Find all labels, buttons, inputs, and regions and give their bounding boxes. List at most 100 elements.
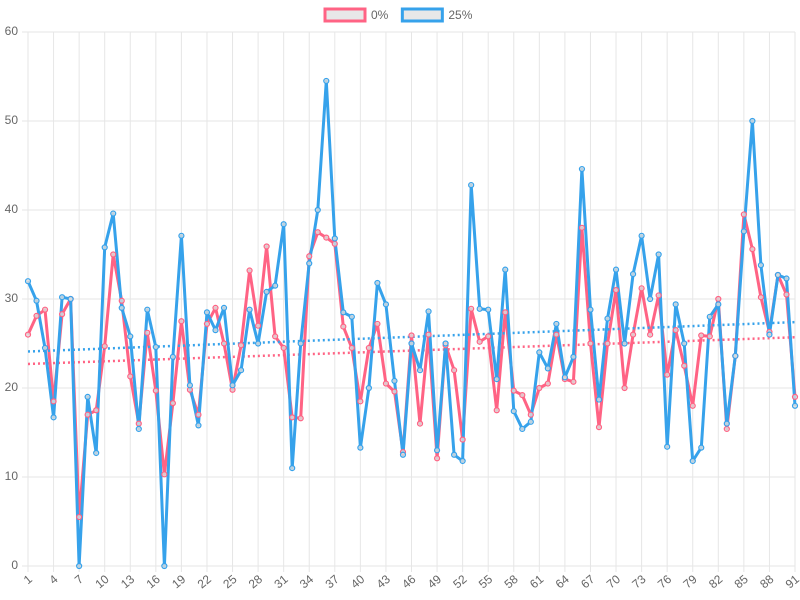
point [110,251,117,258]
point [289,414,296,421]
point [783,275,790,282]
point [689,457,696,465]
point [272,333,279,340]
point [493,407,500,414]
point [289,465,296,472]
point [67,295,74,303]
point [570,378,577,385]
x-tick-label: 88 [757,572,776,592]
point [127,333,134,340]
point [587,340,594,347]
x-tick-label: 70 [604,572,623,592]
point [451,451,458,458]
point [382,301,390,308]
x-tick-label: 19 [169,572,188,592]
point [246,306,253,313]
point [178,232,185,239]
point [578,224,586,231]
point [255,340,262,347]
point [723,425,730,433]
point [485,333,492,340]
y-tick-label: 60 [5,24,19,38]
point [783,291,790,298]
x-tick-label: 7 [72,572,86,587]
point [357,444,364,451]
point [476,305,483,312]
x-tick-label: 79 [680,572,699,592]
point [152,387,159,394]
x-tick-label: 28 [246,572,265,592]
y-tick-label: 50 [5,113,19,127]
x-tick-label: 31 [271,572,290,592]
x-tick-label: 76 [655,572,674,592]
point [672,327,679,334]
point [502,266,509,273]
point [280,344,287,352]
point [24,278,32,285]
x-tick-label: 52 [450,572,469,592]
point [178,318,185,325]
point [629,270,637,278]
x-tick-label: 58 [502,572,521,592]
point [433,447,441,454]
point [468,305,475,312]
point [416,420,424,427]
point [58,294,66,301]
point [715,301,722,308]
x-tick-label: 4 [46,572,60,587]
y-tick-label: 10 [5,469,19,483]
point [698,444,705,451]
point [638,285,645,292]
point [365,344,372,352]
point [237,367,245,374]
point [306,253,313,260]
point [604,340,611,347]
point [144,329,151,336]
point [672,301,679,308]
point [706,313,713,320]
point [749,117,756,125]
point [110,210,117,217]
point [50,398,57,405]
point [638,232,645,239]
point [715,295,722,303]
point [698,332,705,339]
point [58,311,66,318]
point [570,353,577,360]
point [101,244,108,251]
point [561,374,569,381]
point [689,402,696,409]
point [519,425,526,433]
point [774,271,782,279]
point [595,396,603,403]
point [391,377,398,384]
y-tick-label: 0 [11,558,18,572]
point [647,295,654,303]
point [544,380,551,387]
x-tick-label: 22 [195,572,214,592]
point [246,267,253,274]
x-tick-label: 61 [527,572,546,592]
x-tick-label: 46 [399,572,418,592]
point [323,77,330,85]
legend-label: 25% [448,8,472,22]
point [578,165,586,173]
point [740,228,747,235]
point [186,382,194,389]
point [50,414,57,421]
point [169,353,176,360]
point [263,243,270,250]
point [433,455,441,462]
x-tick-label: 55 [476,572,495,592]
point [237,342,245,349]
point [510,408,517,415]
point [647,331,654,338]
point [553,331,560,338]
point [527,411,534,418]
x-tick-label: 73 [629,572,648,592]
point [732,352,739,360]
point [229,382,236,389]
point [612,287,620,294]
point [118,297,125,304]
